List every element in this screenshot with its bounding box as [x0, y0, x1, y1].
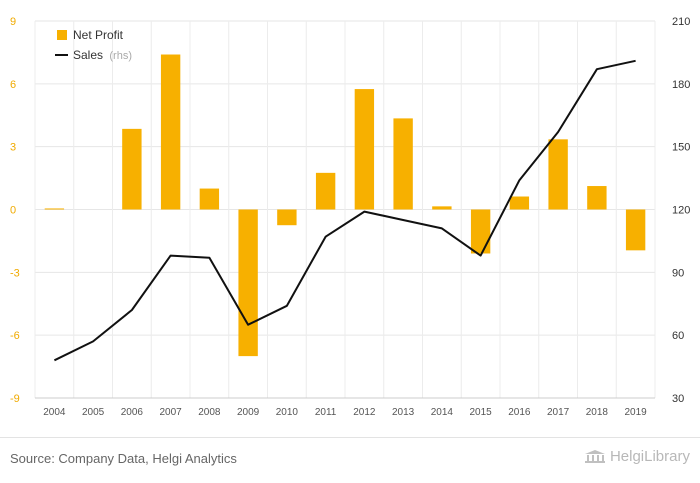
net-profit-bar	[587, 186, 607, 210]
x-tick-label: 2011	[315, 407, 337, 418]
x-tick-label: 2014	[431, 407, 454, 418]
net-profit-bar	[238, 209, 258, 357]
brand-logo[interactable]: HelgiLibrary	[584, 448, 690, 465]
y-left-tick-label: 0	[10, 205, 16, 217]
sales-line	[53, 59, 636, 362]
y-left-tick-label: 3	[10, 142, 16, 154]
x-tick-label: 2018	[586, 407, 609, 418]
sales-line-group	[53, 59, 636, 362]
legend-net-profit-label: Net Profit	[73, 28, 124, 42]
net-profit-bar	[432, 206, 452, 210]
y-left-tick-label: -3	[10, 267, 20, 279]
x-tick-label: 2009	[237, 407, 260, 418]
net-profit-bar	[122, 128, 142, 210]
x-tick-label: 2015	[470, 407, 493, 418]
x-tick-label: 2004	[43, 407, 66, 418]
net-profit-bar	[470, 209, 491, 254]
x-tick-label: 2010	[276, 407, 299, 418]
chart: -9 -6 -3 0 3 6 9 30 60 90 120 150 180 210 2004 2005 2006…	[10, 16, 690, 418]
x-tick-label: 2019	[625, 407, 648, 418]
net-profit-bars	[44, 54, 646, 357]
legend-sales-name: Sales	[73, 48, 103, 62]
net-profit-bar	[44, 208, 65, 210]
y-left-tick-label: 6	[10, 79, 16, 91]
net-profit-bar	[315, 172, 336, 210]
x-tick-label: 2017	[547, 407, 570, 418]
net-profit-bar	[393, 118, 413, 210]
y-right-tick-label: 30	[672, 393, 684, 405]
gridlines	[34, 20, 656, 399]
net-profit-bar	[199, 188, 220, 210]
y-right-tick-label: 180	[672, 79, 690, 91]
y-right-tick-label: 90	[672, 267, 684, 279]
legend-sales-suffix: (rhs)	[109, 50, 132, 62]
footer-divider	[0, 437, 700, 438]
net-profit-bar	[160, 54, 181, 210]
net-profit-bar	[625, 209, 646, 251]
net-profit-bar	[548, 139, 568, 210]
y-right-tick-label: 60	[672, 330, 684, 342]
source-note: Source: Company Data, Helgi Analytics	[10, 451, 237, 466]
x-tick-label: 2012	[353, 407, 376, 418]
x-tick-label: 2006	[121, 407, 144, 418]
legend-sales-label: Sales (rhs)	[73, 48, 132, 62]
legend-net-profit-swatch	[57, 30, 67, 40]
x-tick-label: 2007	[160, 407, 183, 418]
axes: -9 -6 -3 0 3 6 9 30 60 90 120 150 180 210 2004 2005 2006…	[10, 16, 690, 418]
net-profit-bar	[277, 209, 297, 226]
net-profit-bar	[509, 196, 530, 210]
x-tick-label: 2005	[82, 407, 105, 418]
legend: Net Profit Sales (rhs)	[55, 28, 132, 62]
y-left-tick-label: -6	[10, 330, 20, 342]
x-tick-label: 2016	[508, 407, 531, 418]
y-right-tick-label: 150	[672, 142, 690, 154]
y-left-tick-label: -9	[10, 393, 20, 405]
bank-building-icon	[584, 449, 605, 463]
y-left-tick-label: 9	[10, 16, 16, 28]
x-tick-label: 2008	[198, 407, 221, 418]
y-right-tick-label: 120	[672, 205, 690, 217]
brand-name: HelgiLibrary	[609, 448, 690, 465]
y-right-tick-label: 210	[672, 16, 690, 28]
net-profit-bar	[354, 89, 375, 210]
x-tick-label: 2013	[392, 407, 415, 418]
